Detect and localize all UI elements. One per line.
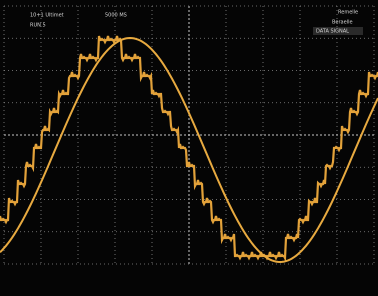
oscilloscope-screen: 10+1 Ultimet RUN 5 5000 MS Remelle Berae…	[0, 0, 378, 296]
status-text: Beraelle	[332, 20, 353, 26]
timebase-text: 5000 MS	[105, 13, 127, 19]
status-text: DATA SIGNAL	[316, 29, 349, 35]
status-text: RUN 5	[30, 23, 46, 29]
status-text: 10+1 Ultimet	[30, 13, 64, 19]
status-text: Remelle	[338, 10, 358, 16]
